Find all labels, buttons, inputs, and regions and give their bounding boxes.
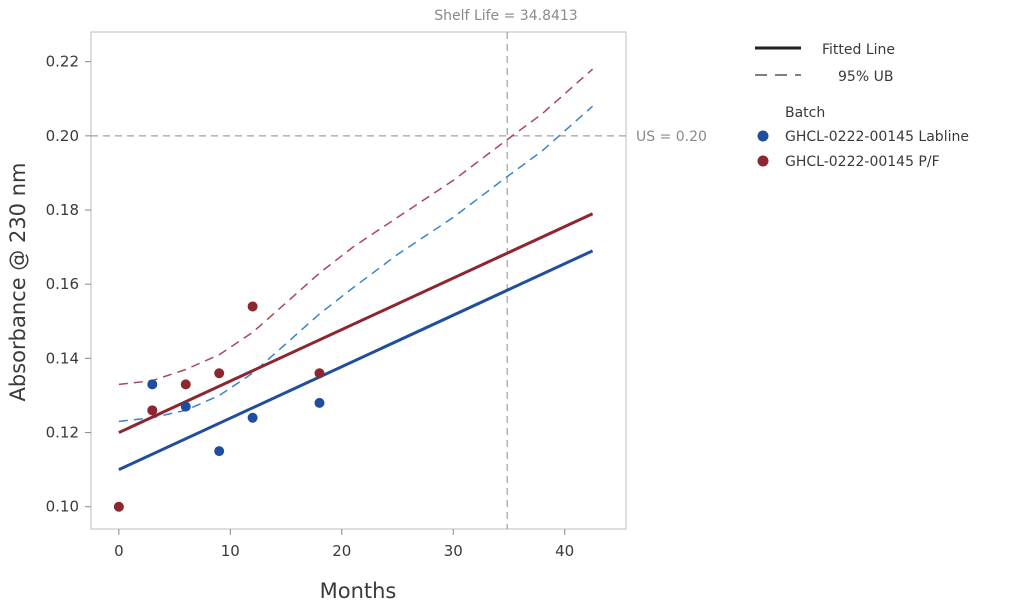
legend-labline-label: GHCL-0222-00145 Labline [785,129,969,145]
y-tick-label: 0.18 [46,201,79,219]
y-tick-label: 0.22 [46,53,79,71]
data-series [113,68,594,512]
axis-ticks: 0 10 20 30 40 0.10 0.12 0.14 0.16 0.18 0.20 0.22 [46,53,575,560]
legend-pf-label: GHCL-0222-00145 P/F [785,154,940,170]
series-1-data-point [247,301,258,312]
series-0-data-point [247,412,258,423]
x-axis-title: Months [320,579,397,603]
series-1-data-point [113,501,124,512]
legend-95-ub-label: 95% UB [838,69,893,85]
y-tick-label: 0.20 [46,127,79,145]
series-0-data-point [180,401,191,412]
plot-frame [90,31,627,530]
shelf-life-label: Shelf Life = 34.8413 [434,8,577,24]
legend-labline-marker [757,130,769,142]
spec-limit-label: US = 0.20 [636,129,707,145]
series-1-data-point [180,379,191,390]
series-0-data-point [314,397,325,408]
x-tick-label: 0 [114,542,124,560]
x-tick-label: 20 [332,542,351,560]
y-axis-title: Absorbance @ 230 nm [6,163,30,402]
series-1-data-point [147,405,158,416]
y-tick-label: 0.16 [46,275,79,293]
series-1-data-point [314,368,325,379]
series-1-data-point [214,368,225,379]
x-tick-label: 10 [221,542,240,560]
series-0-data-point [214,446,225,457]
series-0-fitted-line [118,249,594,472]
legend-pf-marker [757,155,769,167]
series-0-95-ub-line [118,105,594,423]
legend: Fitted Line 95% UB Batch GHCL-0222-00145… [755,42,969,170]
legend-batch-title: Batch [785,105,825,121]
series-1-fitted-line [118,212,594,434]
series-1-95-ub-line [118,68,594,386]
legend-fitted-line-label: Fitted Line [822,42,895,58]
x-tick-label: 30 [444,542,463,560]
x-tick-label: 40 [555,542,574,560]
y-tick-label: 0.10 [46,498,79,516]
y-tick-label: 0.12 [46,424,79,442]
y-tick-label: 0.14 [46,349,79,367]
series-0-data-point [147,379,158,390]
